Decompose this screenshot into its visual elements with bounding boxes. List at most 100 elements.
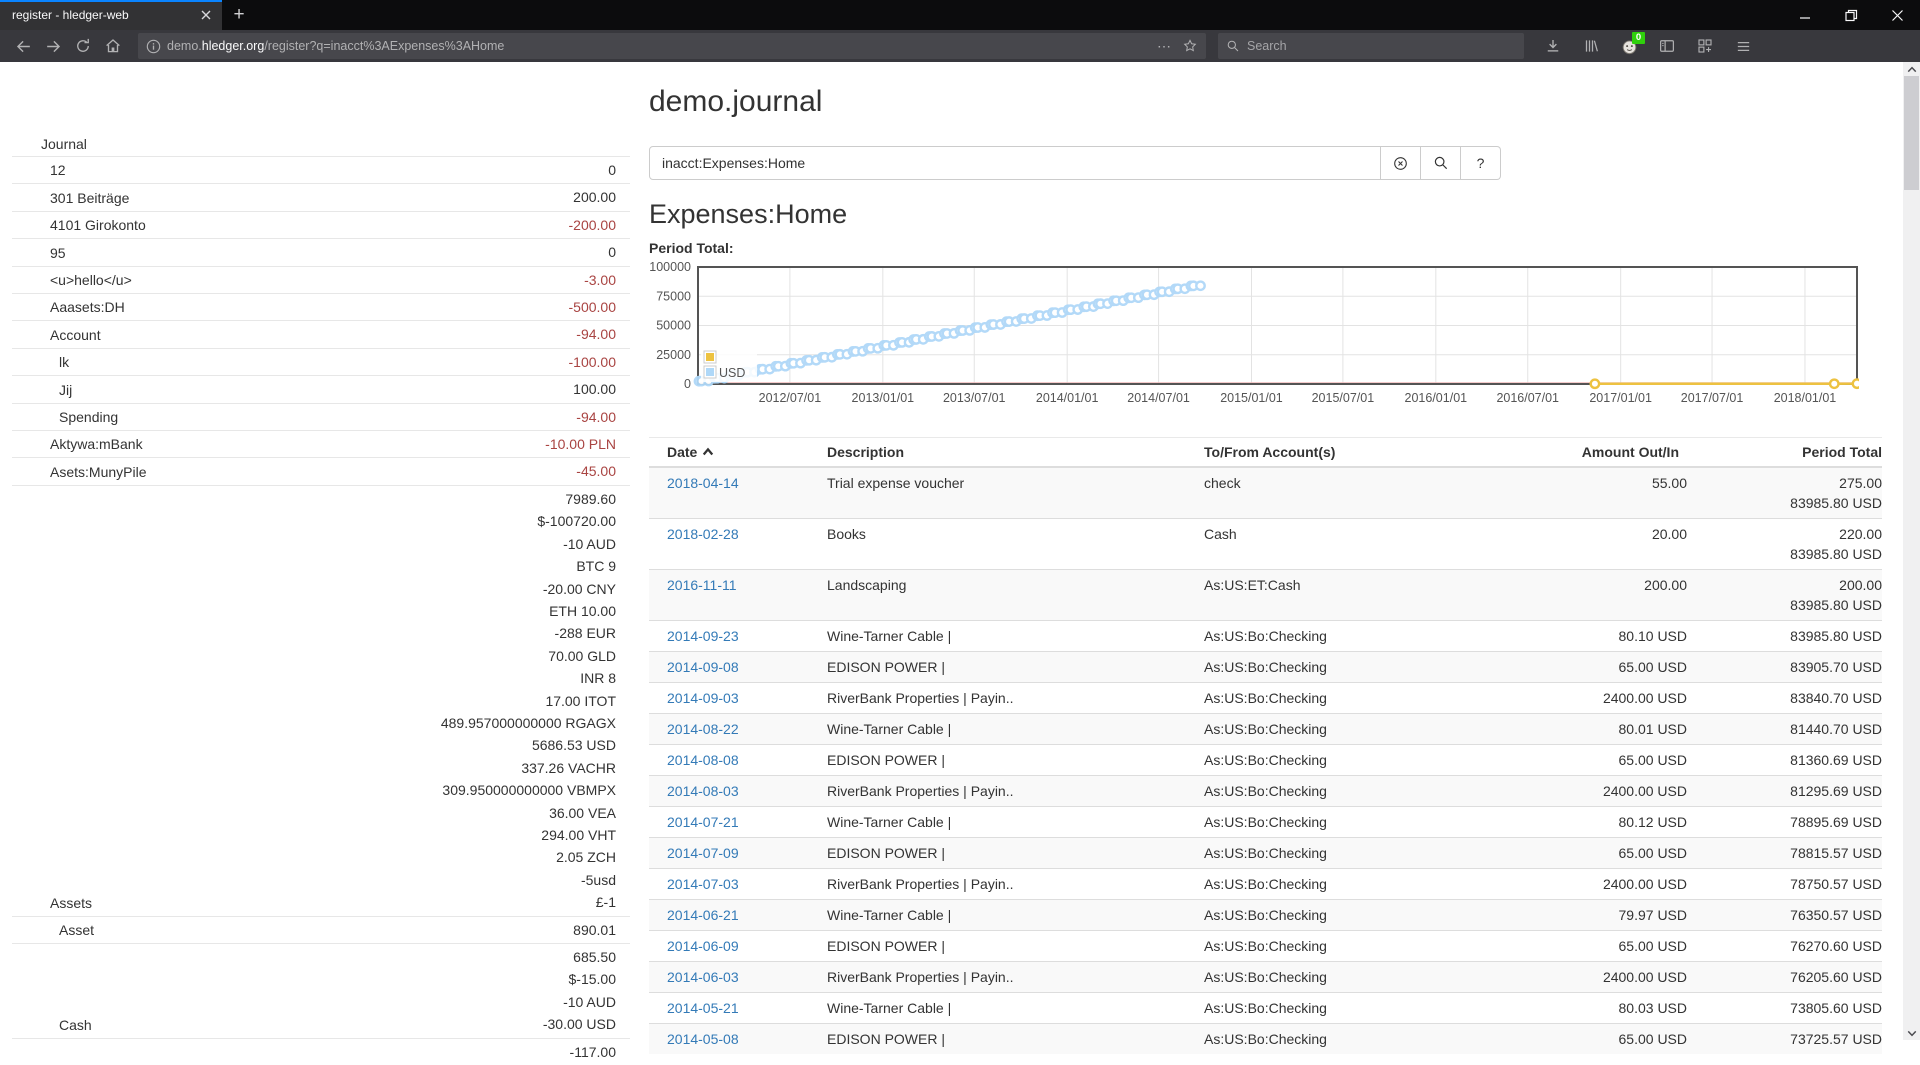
date-link[interactable]: 2014-09-03 (667, 690, 739, 706)
sidebar-journal-link[interactable]: Journal (12, 132, 630, 156)
window-restore-button[interactable] (1828, 0, 1874, 30)
description-cell: Wine-Tarner Cable | (819, 807, 1196, 838)
date-link[interactable]: 2014-09-08 (667, 659, 739, 675)
date-link[interactable]: 2014-07-09 (667, 845, 739, 861)
account-name[interactable]: Cash (12, 1015, 92, 1036)
page-scrollbar[interactable] (1903, 62, 1920, 1040)
date-link[interactable]: 2014-06-03 (667, 969, 739, 985)
sidebar-account[interactable]: Spending-94.00 (12, 403, 630, 430)
sidebar-account[interactable]: lk-100.00 (12, 348, 630, 375)
amount-cell: 65.00 USD (1502, 838, 1687, 869)
register-table: Date Description To/From Account(s) Amou… (649, 437, 1882, 1054)
scroll-up-icon[interactable] (1903, 62, 1920, 76)
account-name[interactable]: Assets (12, 893, 92, 914)
date-link[interactable]: 2016-11-11 (667, 577, 737, 593)
account-name[interactable]: 4101 Girokonto (12, 215, 146, 236)
grid-plus-icon[interactable] (1690, 33, 1720, 59)
bookmark-star-icon[interactable] (1182, 38, 1198, 54)
balance-amount: -20.00 CNY (441, 578, 616, 600)
account-name[interactable]: 95 (12, 243, 66, 264)
sidebar-toggle-icon[interactable] (1652, 33, 1682, 59)
column-header-description[interactable]: Description (819, 438, 1196, 468)
tab-close-icon[interactable] (198, 7, 214, 23)
column-header-date[interactable]: Date (649, 438, 819, 468)
page-actions-icon[interactable]: ⋯ (1157, 38, 1172, 55)
account-name[interactable]: Account (12, 325, 101, 346)
description-cell: Landscaping (819, 570, 1196, 621)
column-header-period-total[interactable]: Period Total (1687, 438, 1882, 468)
window-close-button[interactable] (1874, 0, 1920, 30)
account-name[interactable]: Asets:MunyPile (12, 462, 146, 483)
date-link[interactable]: 2014-05-21 (667, 1000, 739, 1016)
account-name[interactable]: 12 (12, 160, 66, 181)
search-help-button[interactable]: ? (1461, 146, 1501, 180)
account-name[interactable]: <u>hello</u> (12, 270, 132, 291)
query-input[interactable] (649, 146, 1381, 180)
x-axis-tick-label: 2015/07/01 (1312, 391, 1375, 405)
home-button[interactable] (98, 33, 128, 59)
sidebar-account[interactable]: Aaasets:DH-500.00 (12, 293, 630, 320)
new-tab-button[interactable]: + (222, 0, 256, 30)
extension-icon[interactable]: 0 (1614, 33, 1644, 59)
date-link[interactable]: 2018-04-14 (667, 475, 739, 491)
menu-icon[interactable] (1728, 33, 1758, 59)
submit-search-button[interactable] (1421, 146, 1461, 180)
description-cell: Wine-Tarner Cable | (819, 621, 1196, 652)
date-link[interactable]: 2018-02-28 (667, 526, 739, 542)
column-header-accounts[interactable]: To/From Account(s) (1196, 438, 1502, 468)
amount-cell: 80.03 USD (1502, 993, 1687, 1024)
clear-query-button[interactable] (1381, 146, 1421, 180)
scroll-down-icon[interactable] (1903, 1026, 1920, 1040)
back-button[interactable] (8, 33, 38, 59)
site-info-icon[interactable] (146, 39, 161, 54)
date-link[interactable]: 2014-07-21 (667, 814, 739, 830)
accounts-cell: check (1196, 467, 1502, 519)
sidebar-account[interactable]: 4101 Girokonto-200.00 (12, 211, 630, 238)
downloads-icon[interactable] (1538, 33, 1568, 59)
account-name[interactable]: Aktywa:mBank (12, 434, 143, 455)
column-header-amount[interactable]: Amount Out/In (1502, 438, 1687, 468)
browser-tab[interactable]: register - hledger-web (0, 0, 222, 30)
date-link[interactable]: 2014-08-22 (667, 721, 739, 737)
sidebar-account[interactable]: Aktywa:mBank-10.00 PLN (12, 430, 630, 457)
date-link[interactable]: 2014-09-23 (667, 628, 739, 644)
amount-cell: 65.00 USD (1502, 931, 1687, 962)
reload-button[interactable] (68, 33, 98, 59)
balance-amount: 36.00 VEA (441, 802, 616, 824)
amount-cell: 65.00 USD (1502, 745, 1687, 776)
sidebar-account[interactable]: Asets:MunyPile-45.00 (12, 457, 630, 484)
url-bar[interactable]: demo.hledger.org/register?q=inacct%3AExp… (138, 33, 1206, 59)
library-icon[interactable] (1576, 33, 1606, 59)
account-name[interactable]: Jij (12, 380, 72, 401)
browser-search-bar[interactable]: Search (1218, 33, 1524, 59)
account-name[interactable]: 301 Beiträge (12, 188, 129, 209)
balance-amount: -288 EUR (441, 622, 616, 644)
date-link[interactable]: 2014-05-08 (667, 1031, 739, 1047)
window-minimize-button[interactable] (1782, 0, 1828, 30)
date-link[interactable]: 2014-08-08 (667, 752, 739, 768)
account-name[interactable]: lk (12, 352, 69, 373)
account-name[interactable]: Asset (12, 920, 94, 941)
date-link[interactable]: 2014-06-09 (667, 938, 739, 954)
sidebar-account[interactable]: <u>hello</u>-3.00 (12, 266, 630, 293)
forward-button[interactable] (38, 33, 68, 59)
account-name[interactable]: Aaasets:DH (12, 297, 125, 318)
date-link[interactable]: 2014-06-21 (667, 907, 739, 923)
date-link[interactable]: 2014-08-03 (667, 783, 739, 799)
account-name[interactable]: Spending (12, 407, 118, 428)
date-link[interactable]: 2014-07-03 (667, 876, 739, 892)
scrollbar-thumb[interactable] (1904, 76, 1919, 190)
amount-cell: 20.00 (1502, 519, 1687, 570)
sidebar-account[interactable]: -117.00 (12, 1038, 630, 1065)
sidebar-account[interactable]: Account-94.00 (12, 320, 630, 347)
